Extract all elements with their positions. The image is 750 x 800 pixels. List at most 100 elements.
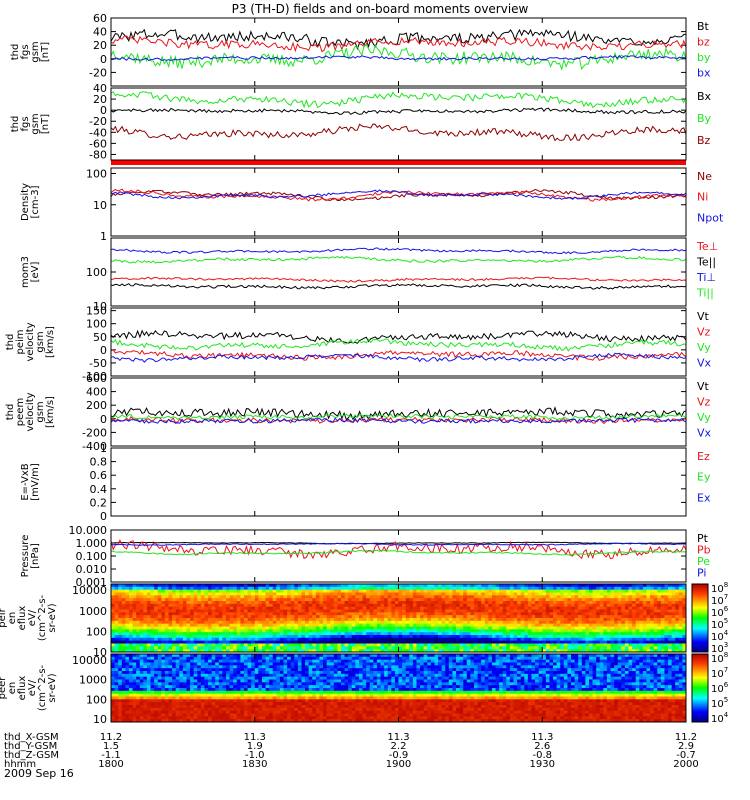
heatmap-cell [542,601,547,605]
colorbar-tick-base: 10 [711,632,724,643]
heatmap-cell [319,584,324,588]
heatmap-cell [362,598,367,602]
heatmap-cell [394,618,399,622]
heatmap-cell [499,609,504,613]
y-tick-label: 0.8 [90,456,108,469]
heatmap-cell [509,635,514,639]
heatmap-cell [272,623,277,627]
heatmap-cell [588,643,594,647]
heatmap-cell [650,632,655,636]
heatmap-cell [535,643,540,647]
heatmap-cell [164,584,169,588]
heatmap-cell [509,592,514,596]
heatmap-cell [427,629,432,633]
heatmap-cell [208,601,213,605]
heatmap-cell [208,609,213,613]
heatmap-cell [434,612,439,616]
heatmap-cell [610,626,615,630]
heatmap-cell [405,637,410,642]
heatmap-cell [542,603,547,608]
heatmap-cell [398,598,403,602]
heatmap-cell [175,649,180,653]
heatmap-cell [499,584,504,588]
heatmap-cell [642,629,647,633]
heatmap-cell [617,598,622,602]
heatmap-cell [211,601,216,605]
heatmap-cell [211,615,216,619]
heatmap-cell [549,601,554,605]
heatmap-cell [578,601,583,605]
heatmap-cell [323,643,328,647]
heatmap-cell [434,620,439,625]
heatmap-cell [484,620,489,625]
heatmap-cell [330,606,335,610]
heatmap-cell [168,629,173,633]
heatmap-cell [315,618,320,622]
y-tick-label: -40 [89,126,107,139]
heatmap-cell [190,589,195,593]
heatmap-cell [617,586,622,591]
heatmap-cell [200,586,205,591]
heatmap-cell [398,626,403,630]
heatmap-cell [610,643,615,647]
heatmap-cell [531,656,536,661]
y-tick-label: 1 [100,230,107,243]
heatmap-cell [305,606,310,610]
heatmap-cell [190,623,195,627]
heatmap-cell [628,649,633,653]
heatmap-cell [581,609,586,613]
heatmap-cell [154,662,159,666]
heatmap-cell [524,618,529,622]
heatmap-cell [545,632,550,636]
heatmap-cell [326,626,331,630]
heatmap-cell [657,632,662,636]
heatmap-cell [341,635,346,639]
heatmap-cell [226,626,231,630]
heatmap-cell [520,592,525,596]
heatmap-cell [398,646,403,650]
heatmap-cell [621,598,626,602]
heatmap-cell [229,629,234,633]
heatmap-cell [341,637,346,642]
heatmap-cell [639,626,644,630]
heatmap-cell [506,586,511,591]
heatmap-cell [412,656,417,661]
heatmap-cell [517,626,522,630]
heatmap-cell [164,629,169,633]
heatmap-cell [671,637,676,642]
heatmap-cell [269,603,274,608]
y-tick-label: 100 [86,168,107,181]
heatmap-cell [243,612,249,616]
heatmap-cell [668,598,673,602]
heatmap-cell [452,586,457,591]
heatmap-cell [657,640,662,644]
y-axis-label-line: [cm-3] [30,185,41,218]
heatmap-cell [578,637,583,642]
heatmap-cell [143,595,148,599]
heatmap-cell [463,586,468,591]
heatmap-cell [172,606,177,610]
heatmap-cell [258,595,263,599]
heatmap-cell [412,584,417,588]
heatmap-cell [456,603,461,608]
heatmap-cell [164,586,169,591]
heatmap-cell [168,612,173,616]
heatmap-cell [438,626,443,630]
heatmap-cell [635,606,640,610]
heatmap-cell [635,649,640,653]
heatmap-cell [175,586,180,591]
heatmap-cell [215,662,220,666]
heatmap-cell [402,637,407,642]
heatmap-cell [376,659,382,663]
heatmap-cell [218,584,223,588]
heatmap-cell [617,620,622,625]
heatmap-cell [229,598,234,602]
heatmap-cell [423,640,428,644]
heatmap-cell [358,635,364,639]
heatmap-cell [132,601,137,605]
heatmap-cell [161,589,166,593]
heatmap-cell [668,659,673,663]
heatmap-cell [384,601,389,605]
heatmap-cell [168,635,173,639]
heatmap-cell [509,589,514,593]
